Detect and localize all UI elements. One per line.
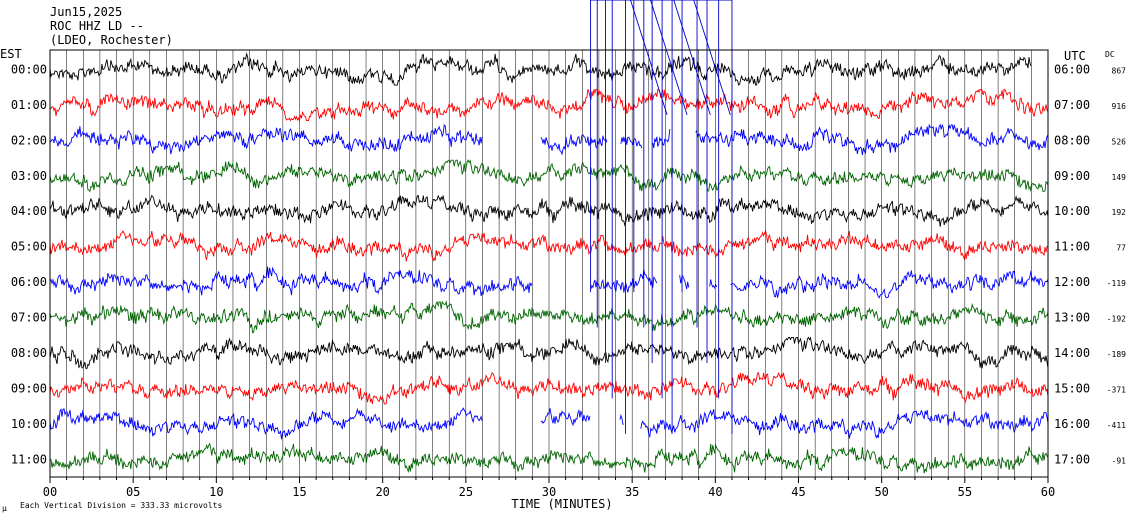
est-hour-label: 09:00 — [11, 381, 47, 395]
utc-hour-label: 08:00 — [1054, 133, 1090, 147]
x-tick-label-45: 45 — [791, 485, 805, 499]
dc-offset-label: -119 — [1107, 279, 1126, 288]
x-tick-label-00: 00 — [43, 485, 57, 499]
network-label: (LDEO, Rochester) — [50, 33, 173, 47]
microvolt-symbol: μ — [2, 504, 7, 513]
trace-row-11:00 — [49, 442, 1049, 474]
x-axis-label: TIME (MINUTES) — [511, 497, 612, 511]
trace-row-02:00 — [49, 123, 1049, 156]
event-diagonal-0 — [630, 0, 668, 116]
est-hour-label: 11:00 — [11, 452, 47, 466]
est-hour-label: 10:00 — [11, 417, 47, 431]
est-hour-label: 02:00 — [11, 133, 47, 147]
utc-hour-label: 07:00 — [1054, 98, 1090, 112]
est-hour-label: 01:00 — [11, 98, 47, 112]
trace-row-03:00 — [49, 159, 1049, 193]
utc-hour-label: 15:00 — [1054, 381, 1090, 395]
utc-hour-label: 12:00 — [1054, 275, 1090, 289]
station-label: ROC HHZ LD -- — [50, 19, 144, 33]
est-hour-label: 00:00 — [11, 62, 47, 76]
date-label: Jun15,2025 — [50, 5, 122, 19]
event-diagonal-2 — [673, 0, 711, 116]
event-diagonal-1 — [650, 0, 688, 116]
est-hour-label: 03:00 — [11, 169, 47, 183]
row-labels: 00:00 06:00 867 01:00 07:00 916 02:00 08:00 526 0… — [11, 62, 1126, 466]
utc-hour-label: 14:00 — [1054, 346, 1090, 360]
trace-row-10:00 — [49, 407, 1049, 440]
trace-row-07:00 — [49, 300, 1049, 334]
utc-axis-title: UTC — [1064, 49, 1086, 63]
scale-note: Each Vertical Division = 333.33 microvol… — [20, 501, 222, 510]
dc-offset-label: 916 — [1112, 102, 1127, 111]
x-tick-label-05: 05 — [126, 485, 140, 499]
trace-row-06:00 — [49, 266, 1049, 299]
event-markers — [590, 0, 733, 434]
x-tick-label-10: 10 — [209, 485, 223, 499]
x-tick-label-60: 60 — [1041, 485, 1055, 499]
grid — [66, 50, 1032, 477]
utc-hour-label: 10:00 — [1054, 204, 1090, 218]
dc-column-title: DC — [1105, 50, 1115, 59]
dc-offset-label: -371 — [1107, 385, 1126, 394]
x-tick-label-20: 20 — [375, 485, 389, 499]
dc-offset-label: -411 — [1107, 421, 1126, 430]
dc-offset-label: 526 — [1112, 137, 1127, 146]
est-hour-label: 04:00 — [11, 204, 47, 218]
x-tick-label-15: 15 — [292, 485, 306, 499]
est-hour-label: 07:00 — [11, 311, 47, 325]
x-tick-label-55: 55 — [958, 485, 972, 499]
est-hour-label: 06:00 — [11, 275, 47, 289]
trace-row-05:00 — [49, 229, 1049, 262]
est-hour-label: 05:00 — [11, 240, 47, 254]
trace-row-08:00 — [49, 336, 1049, 370]
dc-offset-label: 867 — [1112, 66, 1127, 75]
dc-offset-label: -189 — [1107, 350, 1126, 359]
est-hour-label: 08:00 — [11, 346, 47, 360]
x-tick-label-25: 25 — [459, 485, 473, 499]
utc-hour-label: 09:00 — [1054, 169, 1090, 183]
dc-offset-label: 192 — [1112, 208, 1127, 217]
utc-hour-label: 06:00 — [1054, 62, 1090, 76]
est-axis-title: EST — [0, 47, 22, 61]
trace-row-01:00 — [49, 88, 1049, 123]
dc-offset-label: 149 — [1112, 173, 1127, 182]
utc-hour-label: 13:00 — [1054, 311, 1090, 325]
x-tick-label-40: 40 — [708, 485, 722, 499]
trace-row-00:00 — [49, 52, 1032, 86]
x-tick-label-50: 50 — [874, 485, 888, 499]
x-axis: 00 05 10 15 20 25 30 35 40 45 50 55 60 — [43, 477, 1055, 499]
dc-offset-label: -192 — [1107, 315, 1126, 324]
dc-offset-label: -91 — [1112, 456, 1127, 465]
utc-hour-label: 16:00 — [1054, 417, 1090, 431]
utc-hour-label: 11:00 — [1054, 240, 1090, 254]
trace-row-09:00 — [49, 371, 1049, 405]
traces — [49, 52, 1049, 474]
trace-row-04:00 — [49, 194, 1049, 227]
x-tick-label-35: 35 — [625, 485, 639, 499]
x-tick-label-30: 30 — [542, 485, 556, 499]
utc-hour-label: 17:00 — [1054, 452, 1090, 466]
event-diagonal-3 — [693, 0, 731, 116]
dc-offset-label: 77 — [1116, 244, 1126, 253]
